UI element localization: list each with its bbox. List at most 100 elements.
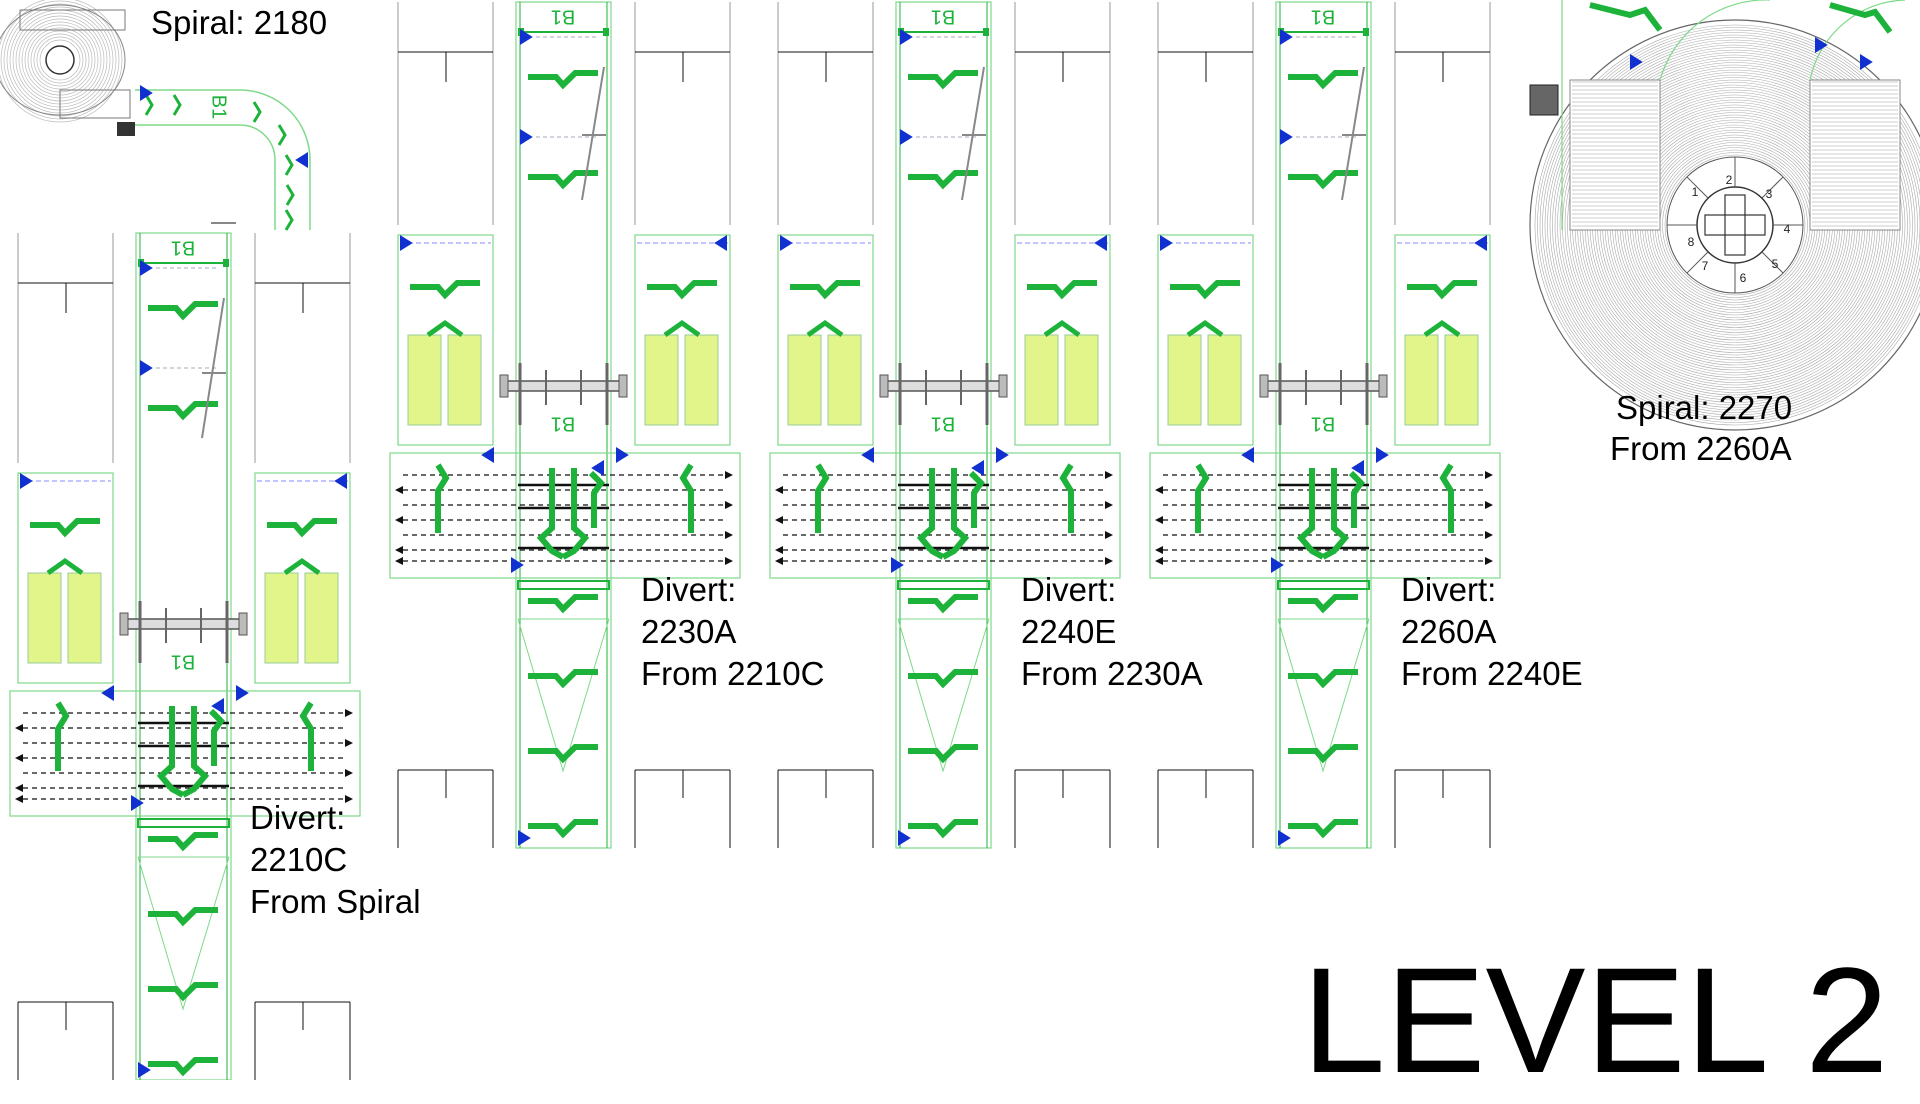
- divert-2260a-line1: Divert:: [1401, 569, 1583, 611]
- roller-arrow-head: [345, 769, 353, 777]
- roller-arrow-head: [1105, 557, 1113, 565]
- photo-eye-arrow: [236, 685, 249, 701]
- flow-chevron: [1288, 597, 1358, 609]
- flow-chevron: [908, 73, 978, 85]
- roller-arrow-head: [1485, 471, 1493, 479]
- roller-arrow-head: [1155, 546, 1163, 554]
- flow-chevron: [1288, 822, 1358, 834]
- accumulation-pad: [28, 573, 61, 663]
- photo-eye-arrow: [1241, 447, 1254, 463]
- divert-frame-end: [500, 375, 508, 397]
- photo-eye-arrow: [861, 447, 874, 463]
- divert-channel: [971, 473, 981, 528]
- flow-chevron: [1590, 5, 1660, 30]
- divert-channel: [161, 706, 183, 795]
- photo-eye-arrow: [1630, 54, 1643, 70]
- flow-chevron: [410, 283, 480, 295]
- roller-arrow-head: [1485, 531, 1493, 539]
- photo-eye-arrow: [1278, 830, 1291, 846]
- photo-eye-arrow: [780, 235, 793, 251]
- accumulation-pad: [1445, 335, 1478, 425]
- divert-2230a-label: Divert: 2230A From 2210C: [641, 569, 824, 695]
- photo-eye-arrow: [520, 129, 533, 145]
- flow-chevron: [148, 835, 218, 847]
- divert-channel: [211, 711, 221, 766]
- roller-arrow-head: [725, 501, 733, 509]
- zone-tag: B1: [931, 413, 955, 435]
- accumulation-pad: [645, 335, 678, 425]
- divert-2260a-line3: From 2240E: [1401, 653, 1583, 695]
- photo-eye-arrow: [714, 235, 727, 251]
- flow-chevron: [148, 910, 218, 922]
- flow-chevron: [528, 747, 598, 759]
- accumulation-pad: [68, 573, 101, 663]
- roller-arrow-head: [775, 486, 783, 494]
- divert-2240e-line2: 2240E: [1021, 611, 1203, 653]
- spiral-sector-number: 4: [1784, 222, 1791, 236]
- photo-eye-arrow: [101, 685, 114, 701]
- spiral-2270-label-line2: From 2260A: [1610, 428, 1792, 470]
- divert-frame-end: [239, 613, 247, 635]
- zone-tag: B1: [551, 413, 575, 435]
- accumulation-pad: [1065, 335, 1098, 425]
- photo-eye-arrow: [20, 473, 33, 489]
- roller-arrow-head: [1155, 516, 1163, 524]
- motor-icon: [117, 122, 135, 136]
- flow-chevron: [790, 283, 860, 295]
- flow-chevron: [1288, 173, 1358, 185]
- flow-chevron: [1045, 323, 1079, 335]
- divert-guide: [1443, 465, 1451, 533]
- flow-chevron: [528, 73, 598, 85]
- flow-chevron: [146, 95, 152, 115]
- flow-chevron: [528, 822, 598, 834]
- divert-frame-end: [999, 375, 1007, 397]
- divert-2210c-line3: From Spiral: [250, 881, 421, 923]
- zone-tag: B1: [551, 6, 575, 28]
- spiral-core: [1697, 187, 1773, 263]
- divert-channel: [943, 468, 965, 557]
- divert-channel: [1323, 468, 1345, 557]
- roller-arrow-head: [1155, 486, 1163, 494]
- photo-eye-arrow: [511, 557, 524, 573]
- roller-arrow-head: [15, 724, 23, 732]
- accumulation-pad: [408, 335, 441, 425]
- flow-chevron: [908, 822, 978, 834]
- divert-channel: [921, 468, 943, 557]
- flow-chevron: [1288, 672, 1358, 684]
- spiral-core: [46, 46, 74, 74]
- flow-chevron: [908, 173, 978, 185]
- zone-tag: B1: [1311, 413, 1335, 435]
- roller-arrow-head: [395, 486, 403, 494]
- divert-2230a-line1: Divert:: [641, 569, 824, 611]
- divert-2230a-line2: 2230A: [641, 611, 824, 653]
- belt-bar: [1278, 581, 1369, 589]
- photo-eye-arrow: [295, 152, 308, 168]
- photo-eye-arrow: [518, 830, 531, 846]
- flow-chevron: [286, 155, 292, 175]
- photo-eye-arrow: [400, 235, 413, 251]
- roller-arrow-head: [15, 795, 23, 803]
- flow-chevron: [428, 323, 462, 335]
- flow-chevron: [1407, 283, 1477, 295]
- flow-chevron: [1188, 323, 1222, 335]
- divert-module-2230a: B1 B1: [390, 0, 740, 848]
- zone-tag: B1: [1311, 6, 1335, 28]
- flow-chevron: [148, 304, 218, 316]
- flow-chevron: [528, 597, 598, 609]
- divert-guide: [683, 465, 691, 533]
- flow-chevron: [286, 210, 292, 230]
- photo-eye-arrow: [481, 447, 494, 463]
- spiral-2270-label-line1: Spiral: 2270: [1616, 387, 1792, 429]
- roller-arrow-head: [775, 546, 783, 554]
- motor-icon: [1530, 85, 1558, 115]
- roller-arrow-head: [395, 557, 403, 565]
- level-title: LEVEL 2: [1302, 945, 1889, 1095]
- flow-chevron: [174, 95, 180, 115]
- divert-frame-end: [1260, 375, 1268, 397]
- flow-chevron: [808, 323, 842, 335]
- flow-chevron: [528, 173, 598, 185]
- divert-guide: [1063, 465, 1071, 533]
- roller-arrow-head: [395, 546, 403, 554]
